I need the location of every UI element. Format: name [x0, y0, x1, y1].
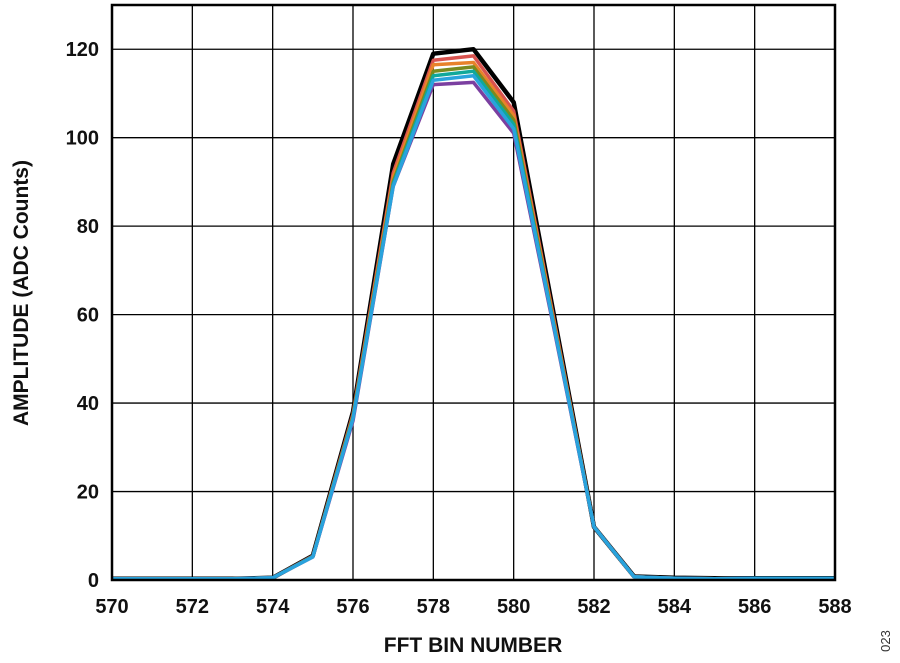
y-tick-label: 80	[77, 216, 99, 238]
x-tick-label: 580	[497, 596, 530, 618]
x-tick-label: 586	[738, 596, 771, 618]
y-tick-label: 0	[88, 570, 99, 592]
y-axis-title: AMPLITUDE (ADC Counts)	[10, 160, 33, 426]
x-tick-label: 576	[336, 596, 369, 618]
x-axis-title: FFT BIN NUMBER	[384, 634, 562, 657]
figure-number: 023	[878, 630, 893, 652]
x-tick-label: 574	[256, 596, 290, 618]
y-tick-label: 40	[77, 393, 99, 415]
series-line-2	[112, 54, 835, 581]
x-tick-label: 584	[658, 596, 692, 618]
x-tick-label: 570	[95, 596, 128, 618]
series-line-7	[112, 74, 835, 581]
x-tick-label: 572	[176, 596, 209, 618]
plot-frame	[110, 3, 837, 582]
x-tick-label: 578	[417, 596, 450, 618]
y-tick-label: 20	[77, 482, 99, 504]
y-tick-labels: 0 20 40 60 80 100 120	[66, 39, 99, 592]
y-tick-label: 60	[77, 305, 99, 327]
series-lines	[112, 46, 835, 581]
x-tick-label: 582	[577, 596, 610, 618]
series-line-1	[112, 46, 835, 581]
series-line-4	[112, 65, 835, 581]
series-line-3	[112, 60, 835, 581]
y-tick-label: 100	[66, 128, 99, 150]
x-tick-labels: 570 572 574 576 578 580 582 584 586 588	[95, 596, 851, 618]
series-line-6	[112, 80, 835, 581]
x-tick-label: 588	[818, 596, 851, 618]
y-tick-label: 120	[66, 39, 99, 61]
grid	[111, 5, 836, 581]
series-line-5	[112, 69, 835, 581]
